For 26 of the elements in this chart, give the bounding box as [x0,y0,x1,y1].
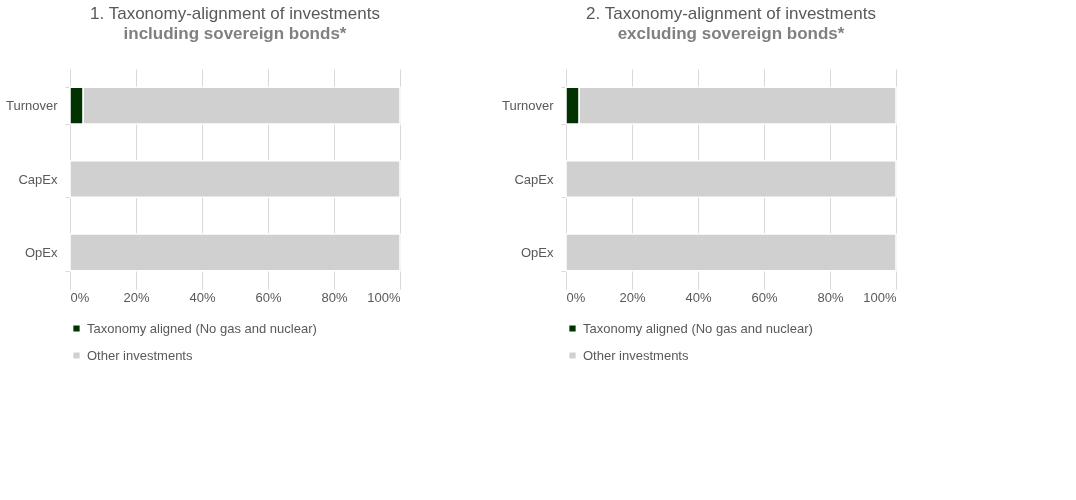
y-tick-label: Turnover [5,98,59,114]
x-tick-label: 80% [321,289,348,305]
y-tick-label: OpEx [24,244,58,260]
x-tick-label: 40% [189,289,216,305]
y-tick-label: OpEx [520,244,554,260]
x-tick-label: 20% [123,289,150,305]
x-tick-label: 100% [863,289,897,305]
x-tick-label: 20% [619,289,646,305]
chart-subtitle: excluding sovereign bonds* [617,24,845,43]
legend-label: Taxonomy aligned (No gas and nuclear) [583,320,813,336]
x-tick-label: 60% [255,289,282,305]
legend-label: Taxonomy aligned (No gas and nuclear) [87,320,317,336]
y-tick-label: CapEx [514,171,554,187]
chart-title: 1. Taxonomy-alignment of investments [90,4,380,23]
legend-label: Other investments [583,347,689,363]
x-tick-label: 0% [70,289,90,305]
y-tick-label: CapEx [18,171,58,187]
legend-label: Other investments [87,347,193,363]
x-tick-label: 40% [685,289,712,305]
x-tick-label: 60% [751,289,778,305]
chart-subtitle: including sovereign bonds* [123,24,347,43]
x-tick-label: 80% [817,289,844,305]
chart-title: 2. Taxonomy-alignment of investments [586,4,876,23]
x-tick-label: 0% [566,289,586,305]
y-tick-label: Turnover [501,98,555,114]
x-tick-label: 100% [367,289,401,305]
